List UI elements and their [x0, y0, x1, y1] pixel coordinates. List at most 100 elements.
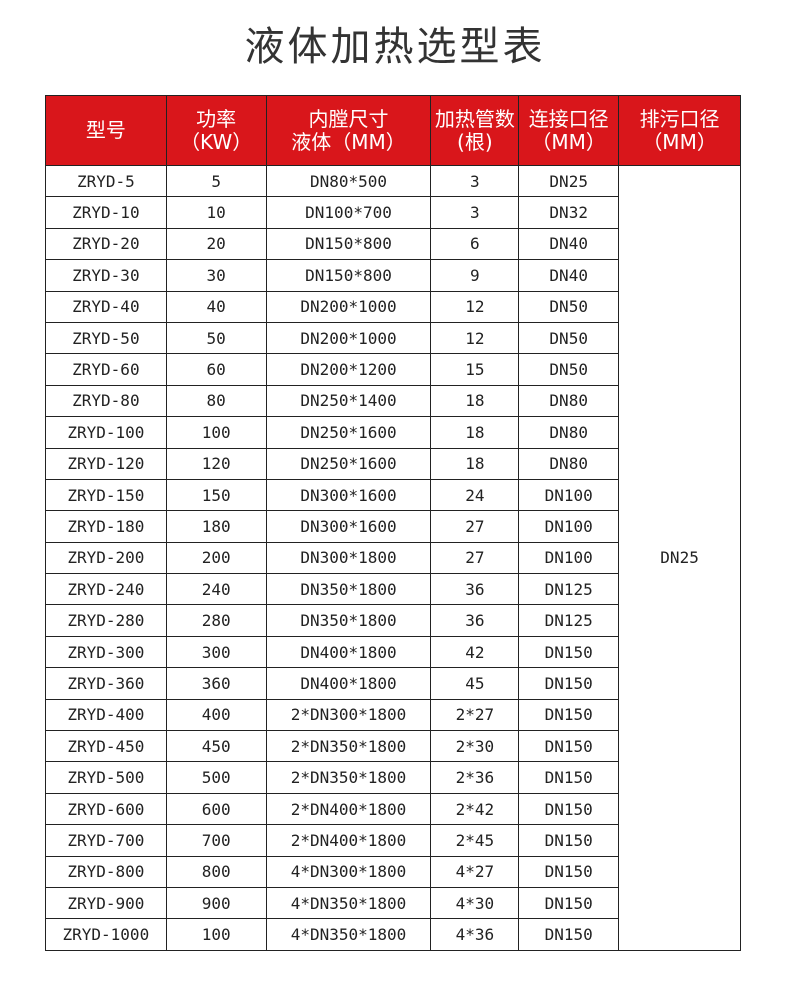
cell-model: ZRYD-700	[45, 824, 167, 857]
cell-heater-count: 24	[430, 478, 520, 512]
cell-power: 40	[165, 290, 267, 323]
cell-chamber-size: DN300*1600	[265, 478, 432, 512]
cell-model: ZRYD-500	[45, 761, 167, 794]
cell-power: 30	[165, 259, 267, 292]
table-row: ZRYD-600 600 2*DN400*1800 2*42 DN150	[45, 792, 741, 826]
header-line: 内膛尺寸	[308, 106, 389, 131]
cell-connection-size: DN150	[518, 886, 620, 920]
cell-chamber-size: DN250*1600	[265, 447, 432, 480]
table-row: ZRYD-80 80 DN250*1400 18 DN80	[45, 384, 741, 418]
cell-power: 360	[165, 667, 267, 700]
cell-power: 20	[165, 227, 267, 261]
cell-heater-count: 12	[430, 321, 520, 355]
header-heater-count: 加热管数 (根)	[430, 95, 520, 166]
table-row: ZRYD-500 500 2*DN350*1800 2*36 DN150	[45, 761, 741, 794]
cell-chamber-size: DN150*800	[265, 227, 432, 261]
cell-heater-count: 2*36	[430, 761, 520, 794]
cell-chamber-size: DN350*1800	[265, 604, 432, 637]
cell-heater-count: 18	[430, 447, 520, 480]
cell-connection-size: DN80	[518, 447, 620, 480]
cell-connection-size: DN40	[518, 259, 620, 292]
cell-power: 100	[165, 918, 267, 951]
cell-chamber-size: DN350*1800	[265, 573, 432, 606]
cell-chamber-size: DN150*800	[265, 259, 432, 292]
table-row: ZRYD-5 5 DN80*500 3 DN25 DN25	[45, 164, 741, 951]
table-row: ZRYD-120 120 DN250*1600 18 DN80	[45, 447, 741, 480]
cell-connection-size: DN50	[518, 321, 620, 355]
cell-connection-size: DN150	[518, 730, 620, 763]
cell-model: ZRYD-360	[45, 667, 167, 700]
cell-heater-count: 2*45	[430, 824, 520, 857]
cell-connection-size: DN150	[518, 635, 620, 669]
cell-chamber-size: 4*DN300*1800	[265, 855, 432, 888]
cell-model: ZRYD-150	[45, 478, 167, 512]
header-connection-size: 连接口径 （MM）	[518, 95, 620, 166]
cell-power: 200	[165, 541, 267, 575]
table-row: ZRYD-360 360 DN400*1800 45 DN150	[45, 667, 741, 700]
cell-chamber-size: DN250*1600	[265, 416, 432, 449]
cell-model: ZRYD-60	[45, 353, 167, 386]
header-model: 型号	[45, 95, 167, 166]
cell-heater-count: 4*36	[430, 918, 520, 951]
cell-connection-size: DN32	[518, 196, 620, 229]
cell-connection-size: DN50	[518, 290, 620, 323]
cell-connection-size: DN100	[518, 478, 620, 512]
cell-heater-count: 15	[430, 353, 520, 386]
cell-connection-size: DN150	[518, 761, 620, 794]
cell-chamber-size: DN200*1000	[265, 290, 432, 323]
cell-model: ZRYD-50	[45, 321, 167, 355]
table-row: ZRYD-40 40 DN200*1000 12 DN50	[45, 290, 741, 323]
cell-chamber-size: 2*DN350*1800	[265, 730, 432, 763]
header-line: 功率	[196, 106, 237, 131]
cell-power: 50	[165, 321, 267, 355]
cell-model: ZRYD-280	[45, 604, 167, 637]
cell-model: ZRYD-10	[45, 196, 167, 229]
cell-model: ZRYD-180	[45, 510, 167, 543]
cell-heater-count: 2*42	[430, 792, 520, 826]
cell-power: 240	[165, 573, 267, 606]
cell-heater-count: 18	[430, 384, 520, 418]
table-row: ZRYD-240 240 DN350*1800 36 DN125	[45, 573, 741, 606]
cell-model: ZRYD-1000	[45, 918, 167, 951]
cell-connection-size: DN150	[518, 792, 620, 826]
cell-chamber-size: DN400*1800	[265, 635, 432, 669]
header-line: （MM）	[642, 129, 717, 154]
cell-chamber-size: 4*DN350*1800	[265, 886, 432, 920]
cell-heater-count: 3	[430, 164, 520, 198]
header-line: （KW）	[180, 129, 253, 154]
cell-chamber-size: 2*DN300*1800	[265, 698, 432, 732]
cell-model: ZRYD-240	[45, 573, 167, 606]
cell-power: 120	[165, 447, 267, 480]
header-line: 液体（MM）	[291, 129, 406, 154]
cell-model: ZRYD-100	[45, 416, 167, 449]
cell-chamber-size: DN300*1600	[265, 510, 432, 543]
cell-heater-count: 27	[430, 541, 520, 575]
cell-heater-count: 2*30	[430, 730, 520, 763]
cell-heater-count: 27	[430, 510, 520, 543]
table-row: ZRYD-1000 100 4*DN350*1800 4*36 DN150	[45, 918, 741, 951]
table-row: ZRYD-180 180 DN300*1600 27 DN100	[45, 510, 741, 543]
cell-heater-count: 42	[430, 635, 520, 669]
cell-power: 300	[165, 635, 267, 669]
header-line: (根)	[457, 129, 493, 154]
cell-power: 800	[165, 855, 267, 888]
cell-power: 280	[165, 604, 267, 637]
cell-model: ZRYD-20	[45, 227, 167, 261]
cell-power: 700	[165, 824, 267, 857]
cell-connection-size: DN150	[518, 824, 620, 857]
header-line: 连接口径	[528, 106, 609, 131]
cell-connection-size: DN40	[518, 227, 620, 261]
header-line: 型号	[85, 118, 126, 142]
header-chamber-size: 内膛尺寸 液体（MM）	[265, 95, 432, 166]
cell-power: 10	[165, 196, 267, 229]
table-row: ZRYD-700 700 2*DN400*1800 2*45 DN150	[45, 824, 741, 857]
cell-model: ZRYD-450	[45, 730, 167, 763]
selection-table: 型号 功率 （KW） 内膛尺寸 液体（MM） 加热管数 (根) 连接口径 （MM） 排污…	[45, 95, 741, 951]
cell-connection-size: DN80	[518, 416, 620, 449]
cell-connection-size: DN150	[518, 667, 620, 700]
cell-connection-size: DN150	[518, 698, 620, 732]
cell-power: 100	[165, 416, 267, 449]
cell-chamber-size: DN100*700	[265, 196, 432, 229]
table-row: ZRYD-200 200 DN300*1800 27 DN100	[45, 541, 741, 575]
cell-chamber-size: DN250*1400	[265, 384, 432, 418]
